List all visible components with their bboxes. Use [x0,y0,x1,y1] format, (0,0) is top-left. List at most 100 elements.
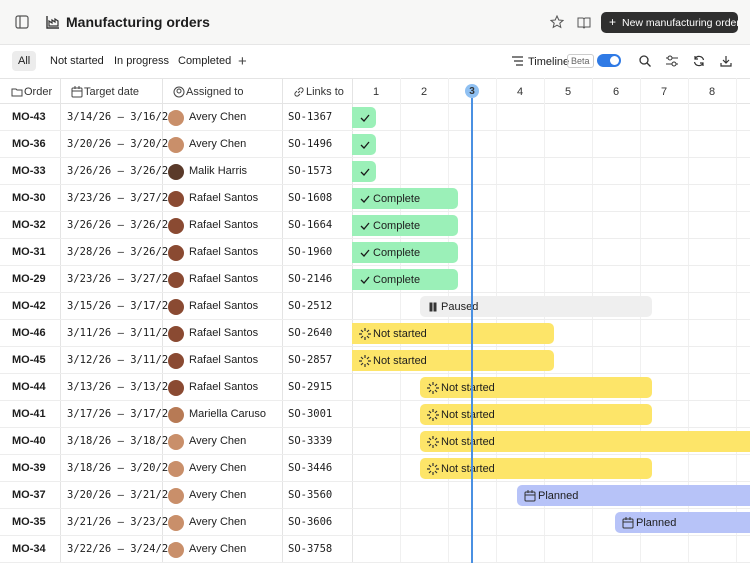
timeline-toggle[interactable] [597,54,621,67]
row-divider [0,400,750,401]
link[interactable]: SO-3606 [288,515,333,528]
tab[interactable]: In progress [114,55,170,67]
assignee: Rafael Santos [189,245,259,258]
target-date: 3/26/26 – 3/26/26 [67,164,175,177]
row-divider [0,211,750,212]
timeline-bar[interactable] [352,350,554,371]
timeline-bar[interactable] [352,134,376,155]
timeline-bar[interactable] [352,242,458,263]
order-id[interactable]: MO-34 [12,542,46,555]
bar-icon [427,301,439,313]
search[interactable] [639,55,651,67]
sidebar-toggle[interactable] [15,15,29,29]
row-divider [0,319,750,320]
link[interactable]: SO-3560 [288,488,333,501]
page-icon [46,16,59,29]
order-id[interactable]: MO-40 [12,434,46,447]
avatar [168,433,184,450]
avatar [168,379,184,396]
download[interactable] [720,55,732,67]
link[interactable]: SO-1496 [288,137,333,150]
tab[interactable]: Completed [178,55,232,67]
link[interactable]: SO-1608 [288,191,333,204]
order-id[interactable]: MO-33 [12,164,46,177]
timeline-bar[interactable] [420,458,652,479]
order-id[interactable]: MO-30 [12,191,46,204]
timeline-bar[interactable] [352,323,554,344]
order-id[interactable]: MO-42 [12,299,46,312]
order-id[interactable]: MO-31 [12,245,46,258]
timeline-bar[interactable] [352,107,376,128]
tab[interactable]: All [12,51,37,71]
column-icon [11,86,23,98]
link[interactable]: SO-2512 [288,299,333,312]
bar-icon [359,193,371,205]
bar-icon [427,381,439,394]
bar-label: Planned [636,516,677,529]
timeline-bar[interactable] [352,215,458,236]
row-divider [0,157,750,158]
column-header: Links to [306,86,344,98]
order-id[interactable]: MO-32 [12,218,46,231]
link[interactable]: SO-2146 [288,272,333,285]
add-view[interactable]: + [238,53,247,70]
avatar [168,244,184,261]
link[interactable]: SO-1960 [288,245,333,258]
order-id[interactable]: MO-36 [12,137,46,150]
timeline-bar[interactable] [517,485,750,506]
timeline-bar[interactable] [352,161,376,182]
assignee: Rafael Santos [189,218,259,231]
day-label: 6 [612,86,620,98]
timeline-bar[interactable] [352,269,458,290]
bar-label: Complete [373,192,421,205]
filter[interactable] [666,55,678,67]
link[interactable]: SO-2640 [288,326,333,339]
link[interactable]: SO-1367 [288,110,333,123]
today-marker [465,84,479,98]
new-order-label: New manufacturing order [622,17,740,29]
timeline-bar[interactable] [420,377,652,398]
order-id[interactable]: MO-41 [12,407,46,420]
tab[interactable]: Not started [50,55,104,67]
timeline-bar[interactable] [420,296,652,317]
order-id[interactable]: MO-46 [12,326,46,339]
timeline-bar[interactable] [420,404,652,425]
link[interactable]: SO-3001 [288,407,333,420]
row-divider [0,373,750,374]
favorite[interactable] [550,15,564,29]
column-divider [282,78,283,563]
day-label: 5 [564,86,572,98]
docs[interactable] [577,15,591,29]
day-divider [448,78,449,563]
day-divider [496,78,497,563]
order-id[interactable]: MO-44 [12,380,46,393]
link[interactable]: SO-3339 [288,434,333,447]
new-order-button[interactable] [601,12,738,33]
order-id[interactable]: MO-43 [12,110,46,123]
target-date: 3/26/26 – 3/26/26 [67,218,175,231]
order-id[interactable]: MO-45 [12,353,46,366]
order-id[interactable]: MO-29 [12,272,46,285]
order-id[interactable]: MO-35 [12,515,46,528]
timeline-bar[interactable] [420,431,750,452]
day-divider [592,78,593,563]
day-label: 8 [708,86,716,98]
order-id[interactable]: MO-37 [12,488,46,501]
timeline-icon [512,56,523,66]
link[interactable]: SO-2915 [288,380,333,393]
refresh[interactable] [693,55,705,67]
link[interactable]: SO-3758 [288,542,333,555]
link[interactable]: SO-1573 [288,164,333,177]
assignee: Rafael Santos [189,272,259,285]
link[interactable]: SO-2857 [288,353,333,366]
link[interactable]: SO-1664 [288,218,333,231]
target-date: 3/18/26 – 3/20/26 [67,461,175,474]
beta-badge: Beta [567,54,594,68]
timeline-bar[interactable] [352,188,458,209]
day-label: 3 [469,86,475,97]
timeline-bar[interactable] [615,512,750,533]
day-divider [544,78,545,563]
order-id[interactable]: MO-39 [12,461,46,474]
link[interactable]: SO-3446 [288,461,333,474]
target-date: 3/18/26 – 3/18/26 [67,434,175,447]
